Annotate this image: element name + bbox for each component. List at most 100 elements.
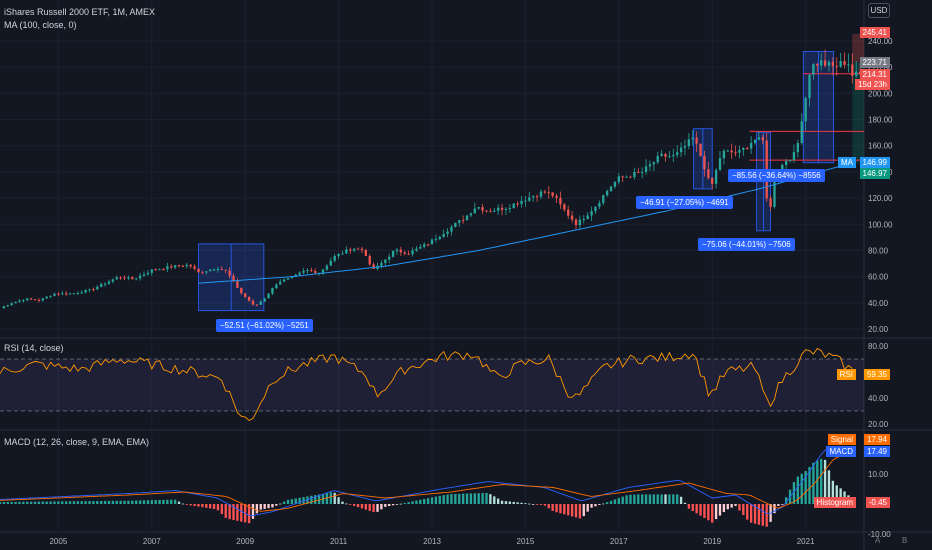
histogram-bar bbox=[454, 493, 457, 504]
candle-body bbox=[271, 288, 274, 294]
candle-body bbox=[419, 246, 422, 249]
histogram-bar bbox=[629, 494, 632, 504]
histogram-bar bbox=[749, 504, 753, 523]
candle-body bbox=[407, 253, 410, 255]
histogram-bar bbox=[512, 501, 515, 504]
measure-label-2018[interactable]: −46.91 (−27.05%) −4691 bbox=[636, 196, 733, 209]
candle-body bbox=[135, 278, 138, 280]
histogram-bar bbox=[711, 504, 714, 523]
histogram-bar bbox=[590, 504, 593, 508]
candle-body bbox=[555, 195, 558, 198]
candle-body bbox=[426, 244, 430, 246]
candle-body bbox=[504, 208, 508, 210]
histogram-bar bbox=[349, 504, 352, 505]
y-tick-label: 160.00 bbox=[868, 142, 893, 151]
candle-body bbox=[792, 152, 796, 160]
currency-button[interactable]: USD bbox=[868, 3, 890, 18]
histogram-bar bbox=[473, 493, 476, 504]
candle-body bbox=[255, 304, 259, 306]
candle-body bbox=[205, 271, 208, 273]
price-tag-close: 214.31 bbox=[859, 69, 890, 80]
candle-body bbox=[185, 264, 188, 267]
position-stop-zone bbox=[852, 33, 864, 63]
y-tick-label: 240.00 bbox=[868, 37, 893, 46]
candle-body bbox=[454, 222, 457, 227]
histogram-bar bbox=[193, 504, 196, 506]
candle-body bbox=[244, 293, 247, 297]
candle-body bbox=[827, 61, 831, 66]
histogram-bar bbox=[524, 503, 527, 504]
auto-scale-button[interactable]: A bbox=[875, 536, 881, 545]
histogram-bar bbox=[582, 504, 585, 517]
macd-legend[interactable]: MACD (12, 26, close, 9, EMA, EMA) bbox=[4, 437, 150, 447]
histogram-bar bbox=[602, 503, 605, 505]
histogram-bar bbox=[41, 501, 44, 504]
histogram-bar bbox=[185, 504, 188, 505]
histogram-bar bbox=[131, 500, 134, 504]
histogram-bar bbox=[317, 494, 321, 504]
candle-body bbox=[18, 300, 21, 302]
candle-body bbox=[781, 164, 784, 173]
candle-body bbox=[282, 279, 286, 282]
histogram-bar bbox=[228, 504, 231, 520]
candle-body bbox=[399, 249, 403, 253]
histogram-bar bbox=[259, 504, 262, 510]
histogram-bar bbox=[376, 504, 379, 512]
candle-body bbox=[773, 181, 776, 207]
histogram-bar bbox=[399, 503, 403, 505]
candle-body bbox=[668, 156, 671, 158]
candle-body bbox=[788, 159, 792, 161]
histogram-bar bbox=[637, 494, 640, 504]
candle-body bbox=[150, 269, 153, 273]
measure-label-2008[interactable]: −52.51 (−61.02%) −5251 bbox=[216, 319, 313, 332]
candle-body bbox=[574, 219, 578, 226]
candle-body bbox=[53, 293, 56, 296]
histogram-bar bbox=[800, 473, 803, 504]
candle-body bbox=[337, 253, 340, 257]
price-tag-green: 146.97 bbox=[859, 168, 890, 179]
measure-label-2021[interactable]: −85.56 (−36.64%) −8556 bbox=[728, 169, 825, 182]
histogram-bar bbox=[598, 504, 601, 505]
candle-body bbox=[438, 236, 441, 240]
candle-body bbox=[679, 147, 683, 153]
histogram-bar bbox=[115, 500, 118, 504]
rsi-value-tag: 59.35 bbox=[863, 369, 890, 380]
candle-body bbox=[602, 195, 605, 204]
candle-body bbox=[570, 215, 574, 220]
histogram-bar bbox=[481, 493, 484, 504]
y-tick-label: 180.00 bbox=[868, 116, 893, 125]
candle-body bbox=[2, 306, 6, 309]
histogram-bar bbox=[247, 504, 251, 524]
candle-body bbox=[212, 269, 216, 271]
histogram-bar bbox=[61, 501, 64, 504]
histogram-bar bbox=[6, 501, 9, 504]
histogram-bar bbox=[236, 504, 239, 521]
histogram-bar bbox=[411, 501, 414, 504]
candle-body bbox=[76, 293, 80, 295]
histogram-bar bbox=[784, 497, 788, 504]
candle-body bbox=[532, 196, 535, 198]
histogram-bar bbox=[325, 493, 329, 504]
candle-body bbox=[559, 197, 562, 205]
histogram-bar bbox=[279, 503, 282, 505]
x-tick-label: 2015 bbox=[517, 537, 535, 546]
measure-label-2020[interactable]: −75.06 (−44.01%) −7506 bbox=[698, 238, 795, 251]
histogram-bar bbox=[504, 501, 508, 504]
histogram-bar bbox=[314, 495, 317, 504]
histogram-bar bbox=[162, 499, 165, 504]
candle-body bbox=[512, 203, 515, 209]
candle-body bbox=[306, 270, 309, 272]
histogram-bar bbox=[687, 504, 691, 509]
candle-body bbox=[111, 279, 115, 282]
histogram-bar bbox=[781, 504, 784, 505]
histogram-bar bbox=[508, 501, 512, 504]
histogram-bar bbox=[364, 504, 368, 510]
candle-body bbox=[644, 166, 648, 172]
rsi-legend[interactable]: RSI (14, close) bbox=[4, 343, 64, 353]
histogram-bar bbox=[135, 500, 138, 504]
log-scale-button[interactable]: B bbox=[902, 536, 908, 545]
candle-body bbox=[707, 169, 710, 178]
candle-body bbox=[224, 269, 227, 271]
ma-legend[interactable]: MA (100, close, 0) bbox=[4, 20, 77, 30]
